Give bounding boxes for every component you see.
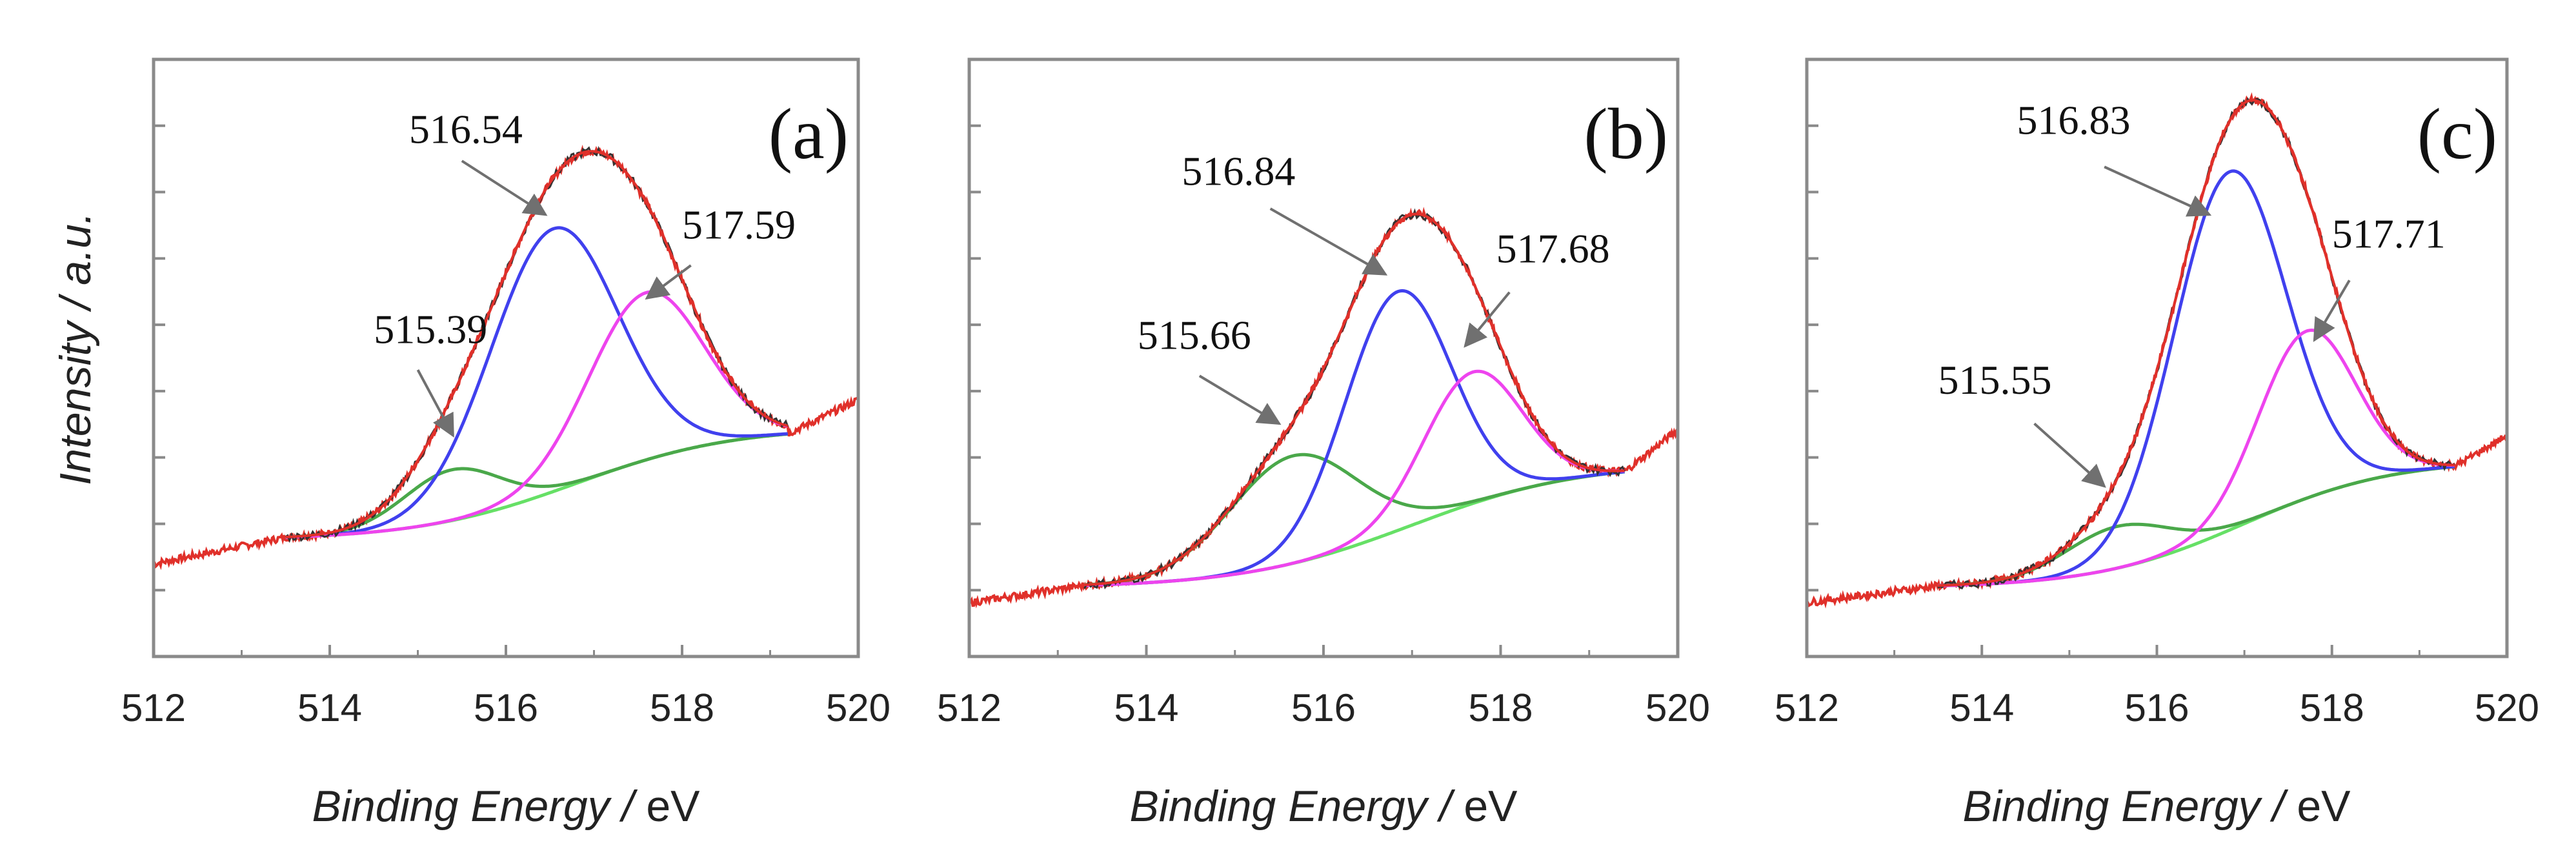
panel-b-arrow-517.68 <box>1464 291 1511 348</box>
panel-a-peak-label-515.39: 515.39 <box>374 306 487 352</box>
panel-c-x-axis-title: Binding Energy / eV <box>1962 782 2351 831</box>
panel-b-x-tick-label: 514 <box>1114 686 1178 729</box>
panel-a-x-tick-label: 518 <box>650 686 714 729</box>
panel-c-peak-515.55 <box>1938 465 2455 587</box>
panel-b-peak-517.68 <box>1084 369 1625 587</box>
panel-b-x-tick-label: 518 <box>1468 686 1533 729</box>
panel-b-x-axis-title: Binding Energy / eV <box>1129 782 1518 831</box>
panel-c-peak-label-516.83: 516.83 <box>2017 97 2131 143</box>
panel-b-peak-label-516.84: 516.84 <box>1182 148 1295 194</box>
panel-b-x-tick-label: 512 <box>937 686 1001 729</box>
panel-a-peak-label-517.59: 517.59 <box>682 202 796 248</box>
panel-b: 512 514 516 518 520 515.66 516.84 517.68 (b) Bi… <box>937 57 1710 831</box>
panel-c-peak-517.71 <box>1938 328 2455 587</box>
panel-a: 512 514 516 518 520 515.39 516.54 517.59 (a) Bi… <box>121 57 891 831</box>
panel-c-peak-label-515.55: 515.55 <box>1938 357 2051 403</box>
panel-b-arrow-515.66 <box>1198 374 1282 425</box>
panel-a-x-axis-title: Binding Energy / eV <box>312 782 700 831</box>
panel-c-x-tick-label: 512 <box>1775 686 1839 729</box>
panel-c: 512 514 516 518 520 515.55 516.83 517.71 (c) Bi… <box>1775 57 2539 831</box>
panel-c-arrow-517.71 <box>2313 280 2351 342</box>
panel-a-label: (a) <box>769 94 849 174</box>
panel-c-measured-trace <box>1937 97 2455 590</box>
panel-c-x-tick-label: 518 <box>2300 686 2364 729</box>
panel-a-arrow-515.39 <box>416 369 454 438</box>
panel-b-peak-label-515.66: 515.66 <box>1138 312 1251 358</box>
panel-a-arrow-517.59 <box>645 264 692 300</box>
panel-a-peak-515.39 <box>285 432 789 539</box>
panel-c-raw-data <box>1806 92 2508 609</box>
panel-a-peak-516.54 <box>285 226 788 539</box>
panel-a-frame <box>152 57 860 658</box>
panel-c-frame <box>1805 57 2509 658</box>
panel-c-envelope-fit <box>1938 99 2455 587</box>
panel-a-x-tick-label: 514 <box>297 686 362 729</box>
panel-b-arrow-516.84 <box>1269 207 1388 276</box>
panel-c-label: (c) <box>2417 94 2497 174</box>
panel-c-arrow-515.55 <box>2033 422 2106 488</box>
panel-b-label: (b) <box>1584 94 1668 174</box>
panel-b-frame <box>967 57 1680 658</box>
panel-b-peak-515.66 <box>1084 453 1625 587</box>
panel-a-x-tick-label: 520 <box>826 686 891 729</box>
panel-c-arrow-516.83 <box>2104 165 2212 217</box>
panel-b-x-tick-label: 516 <box>1291 686 1356 729</box>
y-axis-title: Intensity / a.u. <box>51 212 100 485</box>
panel-a-x-tick-label: 516 <box>474 686 538 729</box>
panel-c-peak-label-517.71: 517.71 <box>2332 210 2446 256</box>
panel-c-x-tick-label: 514 <box>1949 686 2014 729</box>
panel-c-x-tick-label: 516 <box>2124 686 2189 729</box>
panel-b-envelope-fit <box>1084 212 1625 586</box>
panel-a-peak-label-516.54: 516.54 <box>409 107 523 152</box>
panel-b-x-tick-label: 520 <box>1645 686 1710 729</box>
panel-a-x-tick-label: 512 <box>121 686 186 729</box>
panel-c-x-tick-label: 520 <box>2475 686 2539 729</box>
panel-a-arrow-516.54 <box>461 159 548 216</box>
panel-a-peak-517.59 <box>285 290 789 539</box>
panel-c-background-curve <box>1938 465 2455 587</box>
panel-b-peak-label-517.68: 517.68 <box>1496 226 1610 272</box>
